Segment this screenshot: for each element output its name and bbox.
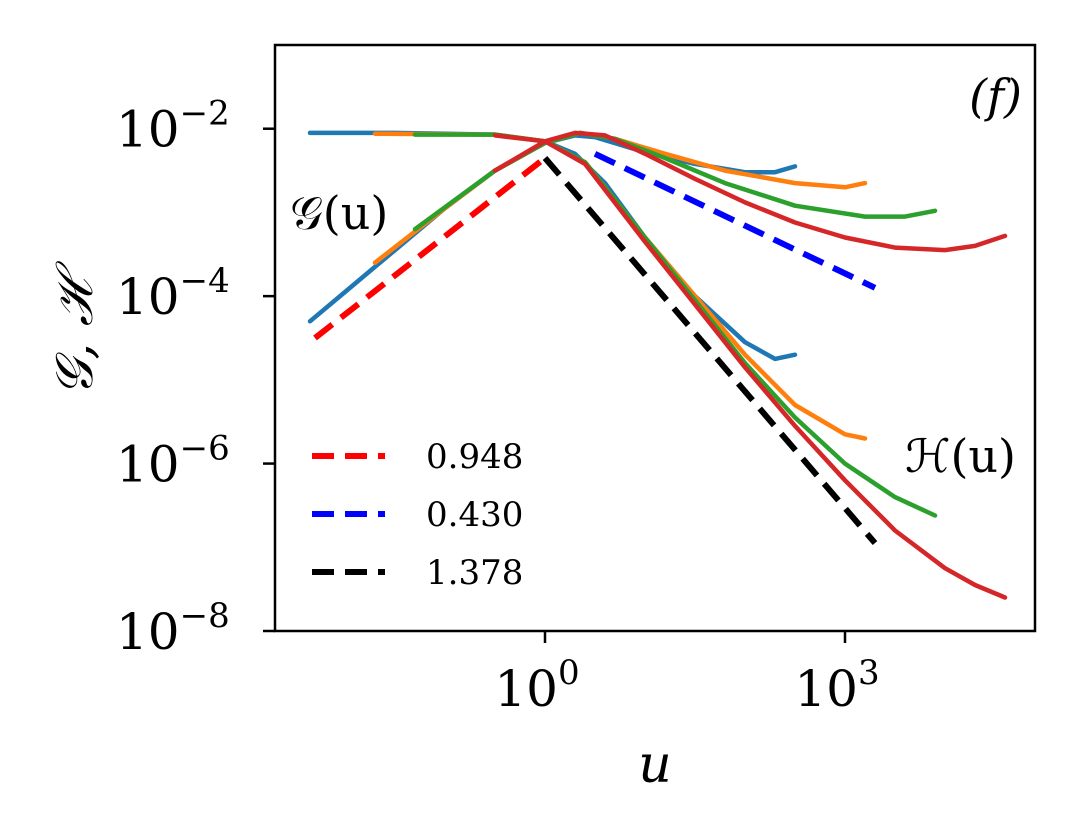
fit-line-0.430 bbox=[593, 151, 877, 291]
annotation-2: ℋ(u) bbox=[905, 429, 1016, 483]
legend-label-0.948: 0.948 bbox=[426, 437, 523, 477]
y-tick-label: 10−2 bbox=[116, 94, 230, 159]
annotation-1: 𝒢(u) bbox=[290, 186, 388, 240]
panel-label: (f) bbox=[969, 69, 1022, 123]
x-tick-label: 103 bbox=[794, 653, 879, 718]
y-tick-label: 10−4 bbox=[116, 261, 230, 326]
y-tick-label: 10−8 bbox=[116, 596, 230, 661]
series-line-8 bbox=[492, 133, 1008, 600]
x-tick-label: 100 bbox=[494, 653, 579, 718]
axis-ticks: 100 103 10−2 10−4 10−6 10−8 bbox=[116, 94, 880, 718]
y-tick-label: 10−6 bbox=[116, 429, 230, 494]
legend: 0.948 0.430 1.378 bbox=[312, 437, 523, 593]
fit-line-0.948 bbox=[313, 155, 547, 341]
y-axis-label: 𝒢, ℋ bbox=[45, 260, 105, 396]
fit-line-1.378 bbox=[542, 156, 878, 546]
plot-frame bbox=[273, 43, 1037, 633]
legend-label-1.378: 1.378 bbox=[426, 553, 523, 593]
series-line-5 bbox=[412, 130, 938, 232]
series-line-7 bbox=[492, 130, 1008, 253]
plot-area: 𝒢(u) ℋ(u) bbox=[290, 130, 1016, 600]
legend-label-0.430: 0.430 bbox=[426, 495, 523, 535]
series-line-4 bbox=[372, 131, 868, 441]
x-axis-label: u bbox=[638, 735, 672, 795]
